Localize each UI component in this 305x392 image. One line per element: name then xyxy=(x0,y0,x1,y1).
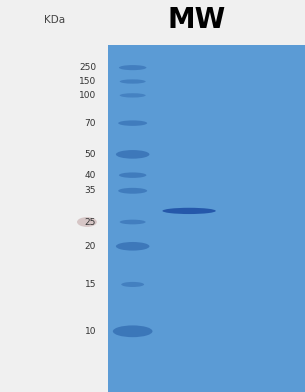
Text: 150: 150 xyxy=(79,77,96,86)
Text: 20: 20 xyxy=(85,242,96,251)
Text: 70: 70 xyxy=(84,119,96,128)
Ellipse shape xyxy=(120,220,146,224)
Text: 15: 15 xyxy=(84,280,96,289)
Ellipse shape xyxy=(116,150,149,159)
Text: 50: 50 xyxy=(84,150,96,159)
Text: 40: 40 xyxy=(85,171,96,180)
Ellipse shape xyxy=(120,93,146,98)
Ellipse shape xyxy=(118,188,147,194)
Text: MW: MW xyxy=(168,6,226,34)
Ellipse shape xyxy=(116,242,149,250)
Text: 35: 35 xyxy=(84,186,96,195)
Ellipse shape xyxy=(113,325,152,337)
Ellipse shape xyxy=(77,217,97,227)
Ellipse shape xyxy=(120,79,146,83)
Text: 10: 10 xyxy=(84,327,96,336)
Text: 250: 250 xyxy=(79,63,96,72)
Text: KDa: KDa xyxy=(44,15,66,25)
Text: 100: 100 xyxy=(79,91,96,100)
Ellipse shape xyxy=(162,208,216,214)
Text: 25: 25 xyxy=(85,218,96,227)
Ellipse shape xyxy=(119,65,146,70)
Ellipse shape xyxy=(119,172,146,178)
Bar xyxy=(108,45,305,392)
Ellipse shape xyxy=(121,282,144,287)
Ellipse shape xyxy=(118,120,147,126)
